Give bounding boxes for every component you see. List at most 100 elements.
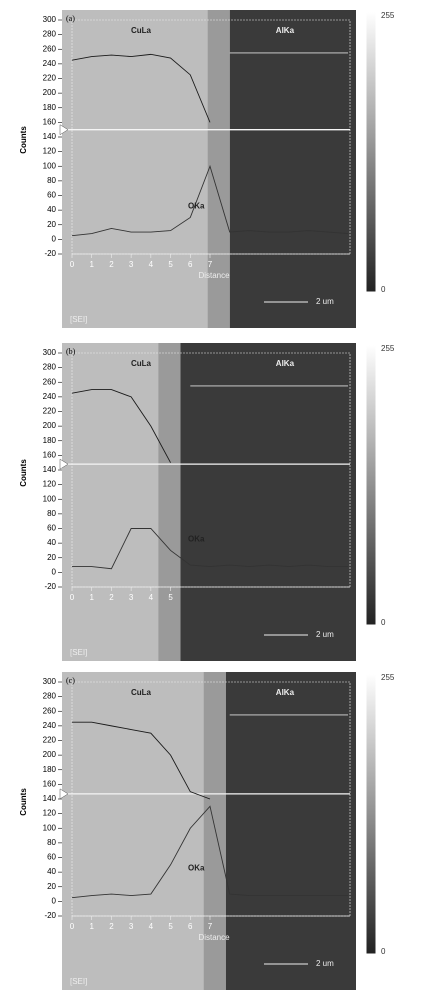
x-tick-label: 0 xyxy=(70,922,75,931)
y-axis-label: Counts xyxy=(19,788,28,816)
colorbar-label: 255 xyxy=(381,11,395,20)
series-label: CuLa xyxy=(131,359,152,368)
x-tick-label: 0 xyxy=(70,593,75,602)
y-tick-label: 180 xyxy=(43,765,57,774)
y-tick-label: 80 xyxy=(47,176,56,185)
y-tick-label: -20 xyxy=(44,911,56,920)
y-tick-label: 280 xyxy=(43,30,57,39)
y-tick-label: 140 xyxy=(43,132,57,141)
y-tick-label: 200 xyxy=(43,421,57,430)
series-label: CuLa xyxy=(131,26,152,35)
y-tick-label: 180 xyxy=(43,103,57,112)
colorbar-label: 0 xyxy=(381,618,386,627)
mode-label: [SEI] xyxy=(70,977,87,986)
y-tick-label: 40 xyxy=(47,205,56,214)
series-label: AlKa xyxy=(276,688,295,697)
y-tick-label: -20 xyxy=(44,582,56,591)
y-tick-label: 220 xyxy=(43,736,57,745)
image-mid xyxy=(158,343,180,661)
y-tick-label: 60 xyxy=(47,524,56,533)
y-tick-label: 120 xyxy=(43,809,57,818)
scale-bar-label: 2 um xyxy=(316,630,334,639)
x-tick-label: 5 xyxy=(168,593,173,602)
x-tick-label: 4 xyxy=(149,593,154,602)
y-tick-label: 60 xyxy=(47,191,56,200)
x-tick-label: 5 xyxy=(168,260,173,269)
panel-label: (a) xyxy=(66,14,75,23)
scale-bar-label: 2 um xyxy=(316,959,334,968)
y-tick-label: 200 xyxy=(43,88,57,97)
colorbar xyxy=(366,674,376,954)
y-tick-label: 160 xyxy=(43,117,57,126)
x-tick-label: 1 xyxy=(89,260,94,269)
series-label: OKa xyxy=(188,535,205,544)
series-label: CuLa xyxy=(131,688,152,697)
y-tick-label: 220 xyxy=(43,74,57,83)
y-tick-label: 240 xyxy=(43,59,57,68)
y-tick-label: 80 xyxy=(47,838,56,847)
y-tick-label: 300 xyxy=(43,348,57,357)
image-dark xyxy=(180,343,356,661)
y-tick-label: 20 xyxy=(47,882,56,891)
colorbar xyxy=(366,12,376,292)
x-tick-label: 2 xyxy=(109,260,114,269)
y-tick-label: 40 xyxy=(47,867,56,876)
x-tick-label: 6 xyxy=(188,260,193,269)
series-label: AlKa xyxy=(276,26,295,35)
y-tick-label: 120 xyxy=(43,480,57,489)
y-tick-label: 200 xyxy=(43,750,57,759)
y-tick-label: 100 xyxy=(43,161,57,170)
x-tick-label: 2 xyxy=(109,922,114,931)
x-tick-label: 6 xyxy=(188,922,193,931)
figure: -200204060801001201401601802002202402602… xyxy=(0,0,427,999)
y-tick-label: 160 xyxy=(43,779,57,788)
panel-label: (c) xyxy=(66,676,75,685)
x-tick-label: 1 xyxy=(89,922,94,931)
mode-label: [SEI] xyxy=(70,315,87,324)
y-tick-label: 300 xyxy=(43,15,57,24)
y-tick-label: -20 xyxy=(44,249,56,258)
panel: -200204060801001201401601802002202402602… xyxy=(19,672,395,990)
series-label: OKa xyxy=(188,202,205,211)
x-axis-label: Distance xyxy=(198,933,230,942)
x-axis-label: Distance xyxy=(198,271,230,280)
x-tick-label: 7 xyxy=(208,922,213,931)
x-tick-label: 7 xyxy=(208,260,213,269)
y-axis-label: Counts xyxy=(19,459,28,487)
y-tick-label: 120 xyxy=(43,147,57,156)
y-tick-label: 280 xyxy=(43,692,57,701)
panel-label: (b) xyxy=(66,347,76,356)
y-tick-label: 260 xyxy=(43,44,57,53)
y-tick-label: 40 xyxy=(47,538,56,547)
x-tick-label: 4 xyxy=(149,260,154,269)
y-tick-label: 260 xyxy=(43,377,57,386)
x-tick-label: 4 xyxy=(149,922,154,931)
y-tick-label: 240 xyxy=(43,392,57,401)
image-light xyxy=(62,672,226,990)
y-tick-label: 20 xyxy=(47,553,56,562)
y-tick-label: 300 xyxy=(43,677,57,686)
y-tick-label: 0 xyxy=(52,896,57,905)
y-tick-label: 140 xyxy=(43,794,57,803)
y-tick-label: 20 xyxy=(47,220,56,229)
y-tick-label: 260 xyxy=(43,706,57,715)
colorbar-label: 255 xyxy=(381,673,395,682)
mode-label: [SEI] xyxy=(70,648,87,657)
y-tick-label: 280 xyxy=(43,363,57,372)
y-tick-label: 100 xyxy=(43,494,57,503)
panel: -200204060801001201401601802002202402602… xyxy=(19,343,395,661)
scale-bar-label: 2 um xyxy=(316,297,334,306)
image-mid xyxy=(204,672,226,990)
y-tick-label: 0 xyxy=(52,567,57,576)
y-tick-label: 160 xyxy=(43,450,57,459)
colorbar-label: 0 xyxy=(381,947,386,956)
y-tick-label: 60 xyxy=(47,853,56,862)
y-tick-label: 180 xyxy=(43,436,57,445)
image-dark xyxy=(226,672,356,990)
x-tick-label: 3 xyxy=(129,260,134,269)
colorbar-label: 255 xyxy=(381,344,395,353)
image-dark xyxy=(230,10,356,328)
series-label: AlKa xyxy=(276,359,295,368)
y-tick-label: 140 xyxy=(43,465,57,474)
x-tick-label: 3 xyxy=(129,922,134,931)
